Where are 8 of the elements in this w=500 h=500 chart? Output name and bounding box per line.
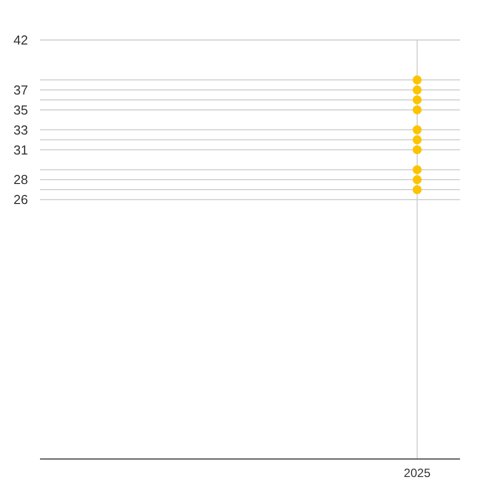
y-tick-label: 28 — [14, 172, 28, 188]
y-tick-label: 31 — [14, 142, 28, 158]
y-tick-label: 26 — [14, 192, 28, 208]
y-tick-label: 42 — [14, 32, 28, 48]
y-tick-label: 35 — [14, 102, 28, 118]
y-tick-label: 33 — [14, 122, 28, 138]
y-tick-label: 37 — [14, 82, 28, 98]
x-tick-label: 2025 — [404, 466, 431, 480]
